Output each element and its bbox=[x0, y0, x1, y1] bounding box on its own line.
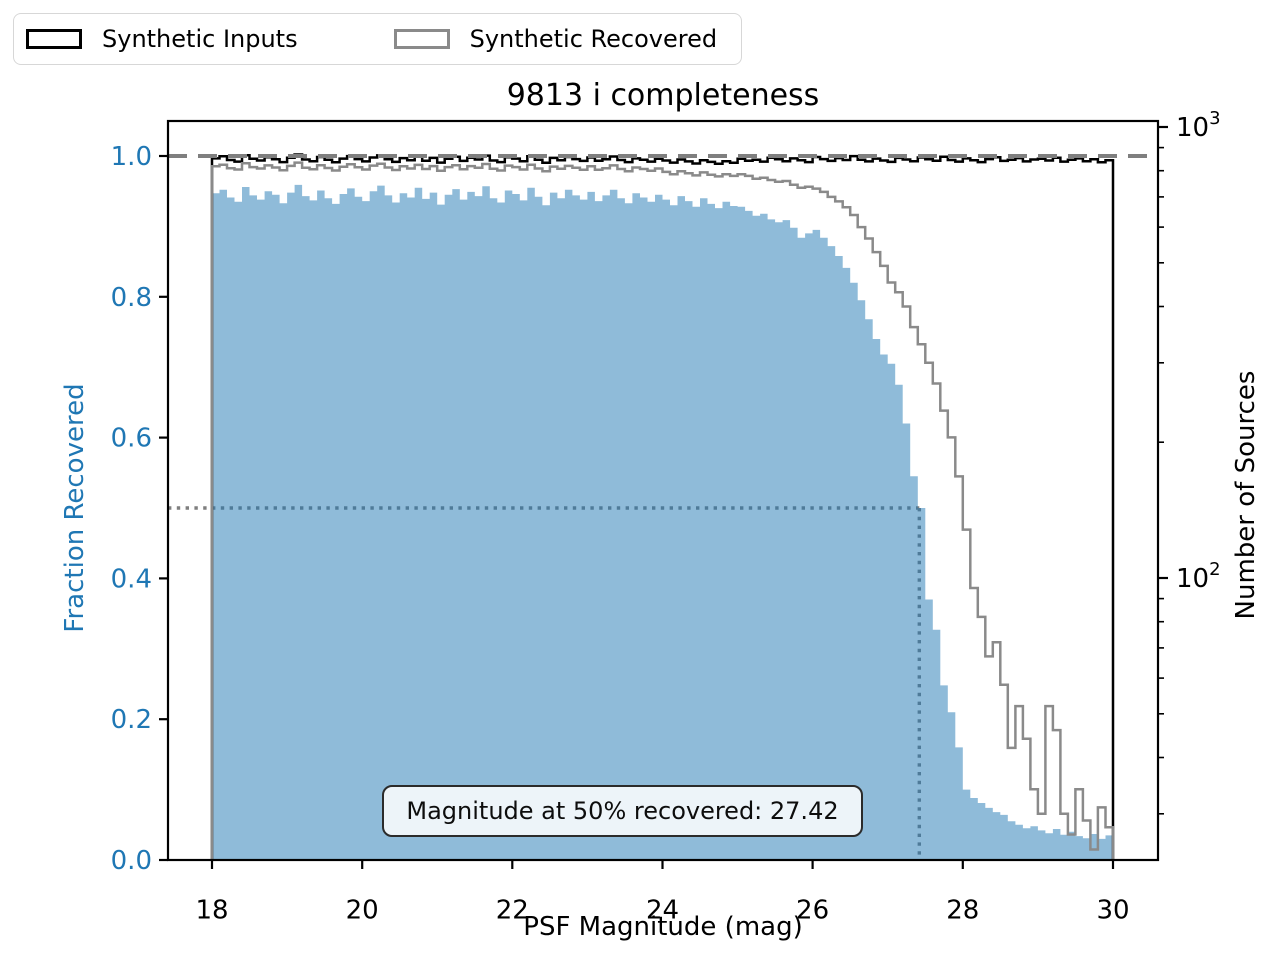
legend-label-synthetic-recovered: Synthetic Recovered bbox=[469, 25, 718, 53]
synthetic-recovered-step-histogram bbox=[210, 161, 1115, 860]
fraction-recovered-filled-histogram bbox=[212, 184, 1113, 860]
synthetic-inputs-step-histogram bbox=[210, 153, 1115, 860]
legend-label-synthetic-inputs: Synthetic Inputs bbox=[102, 25, 298, 53]
y-left-tick-label: 0.4 bbox=[111, 564, 152, 594]
x-tick-label: 30 bbox=[1096, 895, 1129, 925]
x-tick-label: 26 bbox=[796, 895, 829, 925]
x-axis-label: PSF Magnitude (mag) bbox=[523, 912, 803, 942]
y-right-tick-label: 103 bbox=[1176, 108, 1221, 143]
x-tick-label: 20 bbox=[346, 895, 379, 925]
x-tick-label: 22 bbox=[496, 895, 529, 925]
x-tick-label: 24 bbox=[646, 895, 679, 925]
legend-patch-synthetic-recovered bbox=[393, 29, 450, 49]
y-right-tick-label: 102 bbox=[1176, 559, 1221, 594]
y-left-tick-label: 0.8 bbox=[111, 283, 152, 313]
legend: Synthetic Inputs Synthetic Recovered bbox=[13, 13, 743, 65]
y-left-tick-label: 0.6 bbox=[111, 424, 152, 454]
chart-title: 9813 i completeness bbox=[506, 78, 820, 113]
x-tick-label: 18 bbox=[195, 895, 228, 925]
y-left-tick-label: 1.0 bbox=[111, 142, 152, 172]
y-left-tick-label: 0.0 bbox=[111, 846, 152, 876]
y-left-tick-label: 0.2 bbox=[111, 705, 152, 735]
x-tick-label: 28 bbox=[946, 895, 979, 925]
y-axis-label-left: Fraction Recovered bbox=[60, 383, 90, 633]
annotation-50pct-box: Magnitude at 50% recovered: 27.42 bbox=[382, 785, 863, 837]
legend-patch-synthetic-inputs bbox=[26, 29, 82, 49]
y-axis-label-right: Number of Sources bbox=[1231, 370, 1261, 620]
